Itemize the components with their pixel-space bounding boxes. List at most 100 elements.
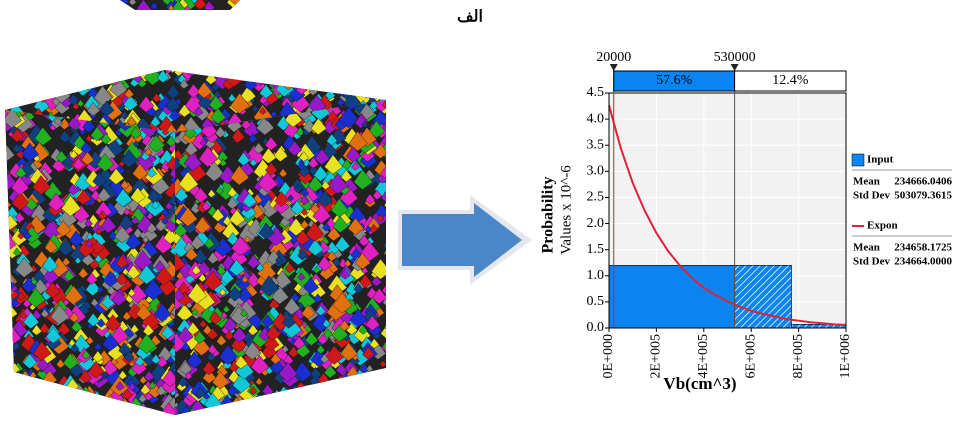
grain — [29, 399, 46, 415]
legend-stat-value: 234658.1725 — [894, 242, 952, 254]
grain — [385, 345, 386, 356]
legend-stat-label: Std Dev — [853, 190, 890, 202]
grain — [217, 70, 237, 74]
grain — [304, 394, 317, 408]
grain — [105, 314, 122, 332]
grain — [68, 93, 80, 106]
grain — [381, 88, 386, 99]
grain — [153, 70, 173, 73]
grain — [5, 397, 11, 415]
grain — [95, 70, 104, 80]
grain — [271, 285, 289, 305]
grain — [342, 407, 351, 415]
grain — [115, 254, 129, 269]
grain — [148, 381, 157, 390]
grain — [301, 199, 313, 212]
grain — [66, 395, 86, 415]
grain — [90, 297, 99, 307]
grain — [59, 130, 72, 144]
grain — [355, 398, 370, 413]
grain — [337, 73, 351, 88]
grain — [293, 70, 309, 81]
grain — [120, 149, 139, 168]
grain — [208, 95, 224, 111]
grain — [114, 226, 131, 244]
grain — [356, 390, 364, 399]
grain — [153, 303, 172, 322]
grain — [298, 76, 307, 86]
grain — [177, 376, 189, 387]
grain — [364, 405, 379, 415]
grain — [381, 100, 386, 109]
grain — [151, 354, 161, 365]
grain — [139, 375, 148, 385]
grain — [78, 267, 89, 279]
legend-stat-value: 503079.3615 — [894, 190, 952, 202]
grain — [371, 258, 386, 280]
grain — [81, 252, 95, 267]
grain — [33, 341, 52, 361]
grain — [256, 116, 275, 136]
x-axis-title: Vb(cm^3) — [663, 374, 736, 393]
grain — [251, 104, 259, 113]
grain — [62, 352, 79, 370]
grain — [264, 136, 278, 151]
grain — [335, 362, 347, 375]
grain — [208, 304, 216, 313]
grain — [345, 146, 362, 163]
grain — [263, 411, 273, 415]
grain — [53, 396, 65, 409]
grain — [171, 330, 175, 349]
grain — [251, 70, 267, 80]
grain — [72, 102, 80, 110]
grain — [310, 367, 322, 380]
grain — [332, 257, 342, 267]
grain — [240, 85, 257, 103]
grain — [232, 372, 252, 393]
grain — [206, 351, 217, 362]
grain — [372, 189, 383, 200]
grain — [249, 386, 258, 395]
grain — [375, 91, 381, 98]
grain — [352, 392, 368, 408]
grain — [207, 251, 219, 265]
grain — [274, 191, 290, 207]
grain — [275, 255, 283, 264]
grain — [171, 0, 186, 10]
grain — [341, 389, 352, 401]
grain — [5, 274, 12, 288]
grain — [323, 328, 333, 339]
grain — [23, 70, 39, 78]
grain — [19, 310, 28, 320]
grain — [249, 158, 258, 167]
grain — [16, 70, 28, 73]
grain — [139, 70, 155, 72]
grain — [82, 118, 96, 133]
grain — [39, 389, 60, 411]
grain — [281, 344, 289, 353]
grain — [111, 290, 127, 306]
grain — [122, 267, 130, 276]
grain — [97, 209, 108, 221]
grain — [225, 70, 234, 76]
grain — [333, 70, 347, 81]
grain — [193, 0, 207, 10]
grain — [204, 237, 215, 249]
grain — [20, 70, 37, 84]
grain — [296, 392, 315, 412]
grain — [86, 232, 94, 240]
plot-frame — [608, 92, 847, 329]
grain — [31, 394, 50, 415]
grain — [137, 77, 147, 88]
grain — [308, 156, 319, 169]
grain — [364, 393, 376, 405]
grain — [253, 142, 265, 154]
grain — [116, 70, 129, 75]
grain — [339, 320, 350, 332]
grain — [283, 297, 301, 316]
grain — [5, 70, 21, 78]
grain — [42, 266, 60, 285]
grain — [120, 179, 130, 190]
grain — [269, 404, 286, 415]
grain — [55, 150, 68, 163]
